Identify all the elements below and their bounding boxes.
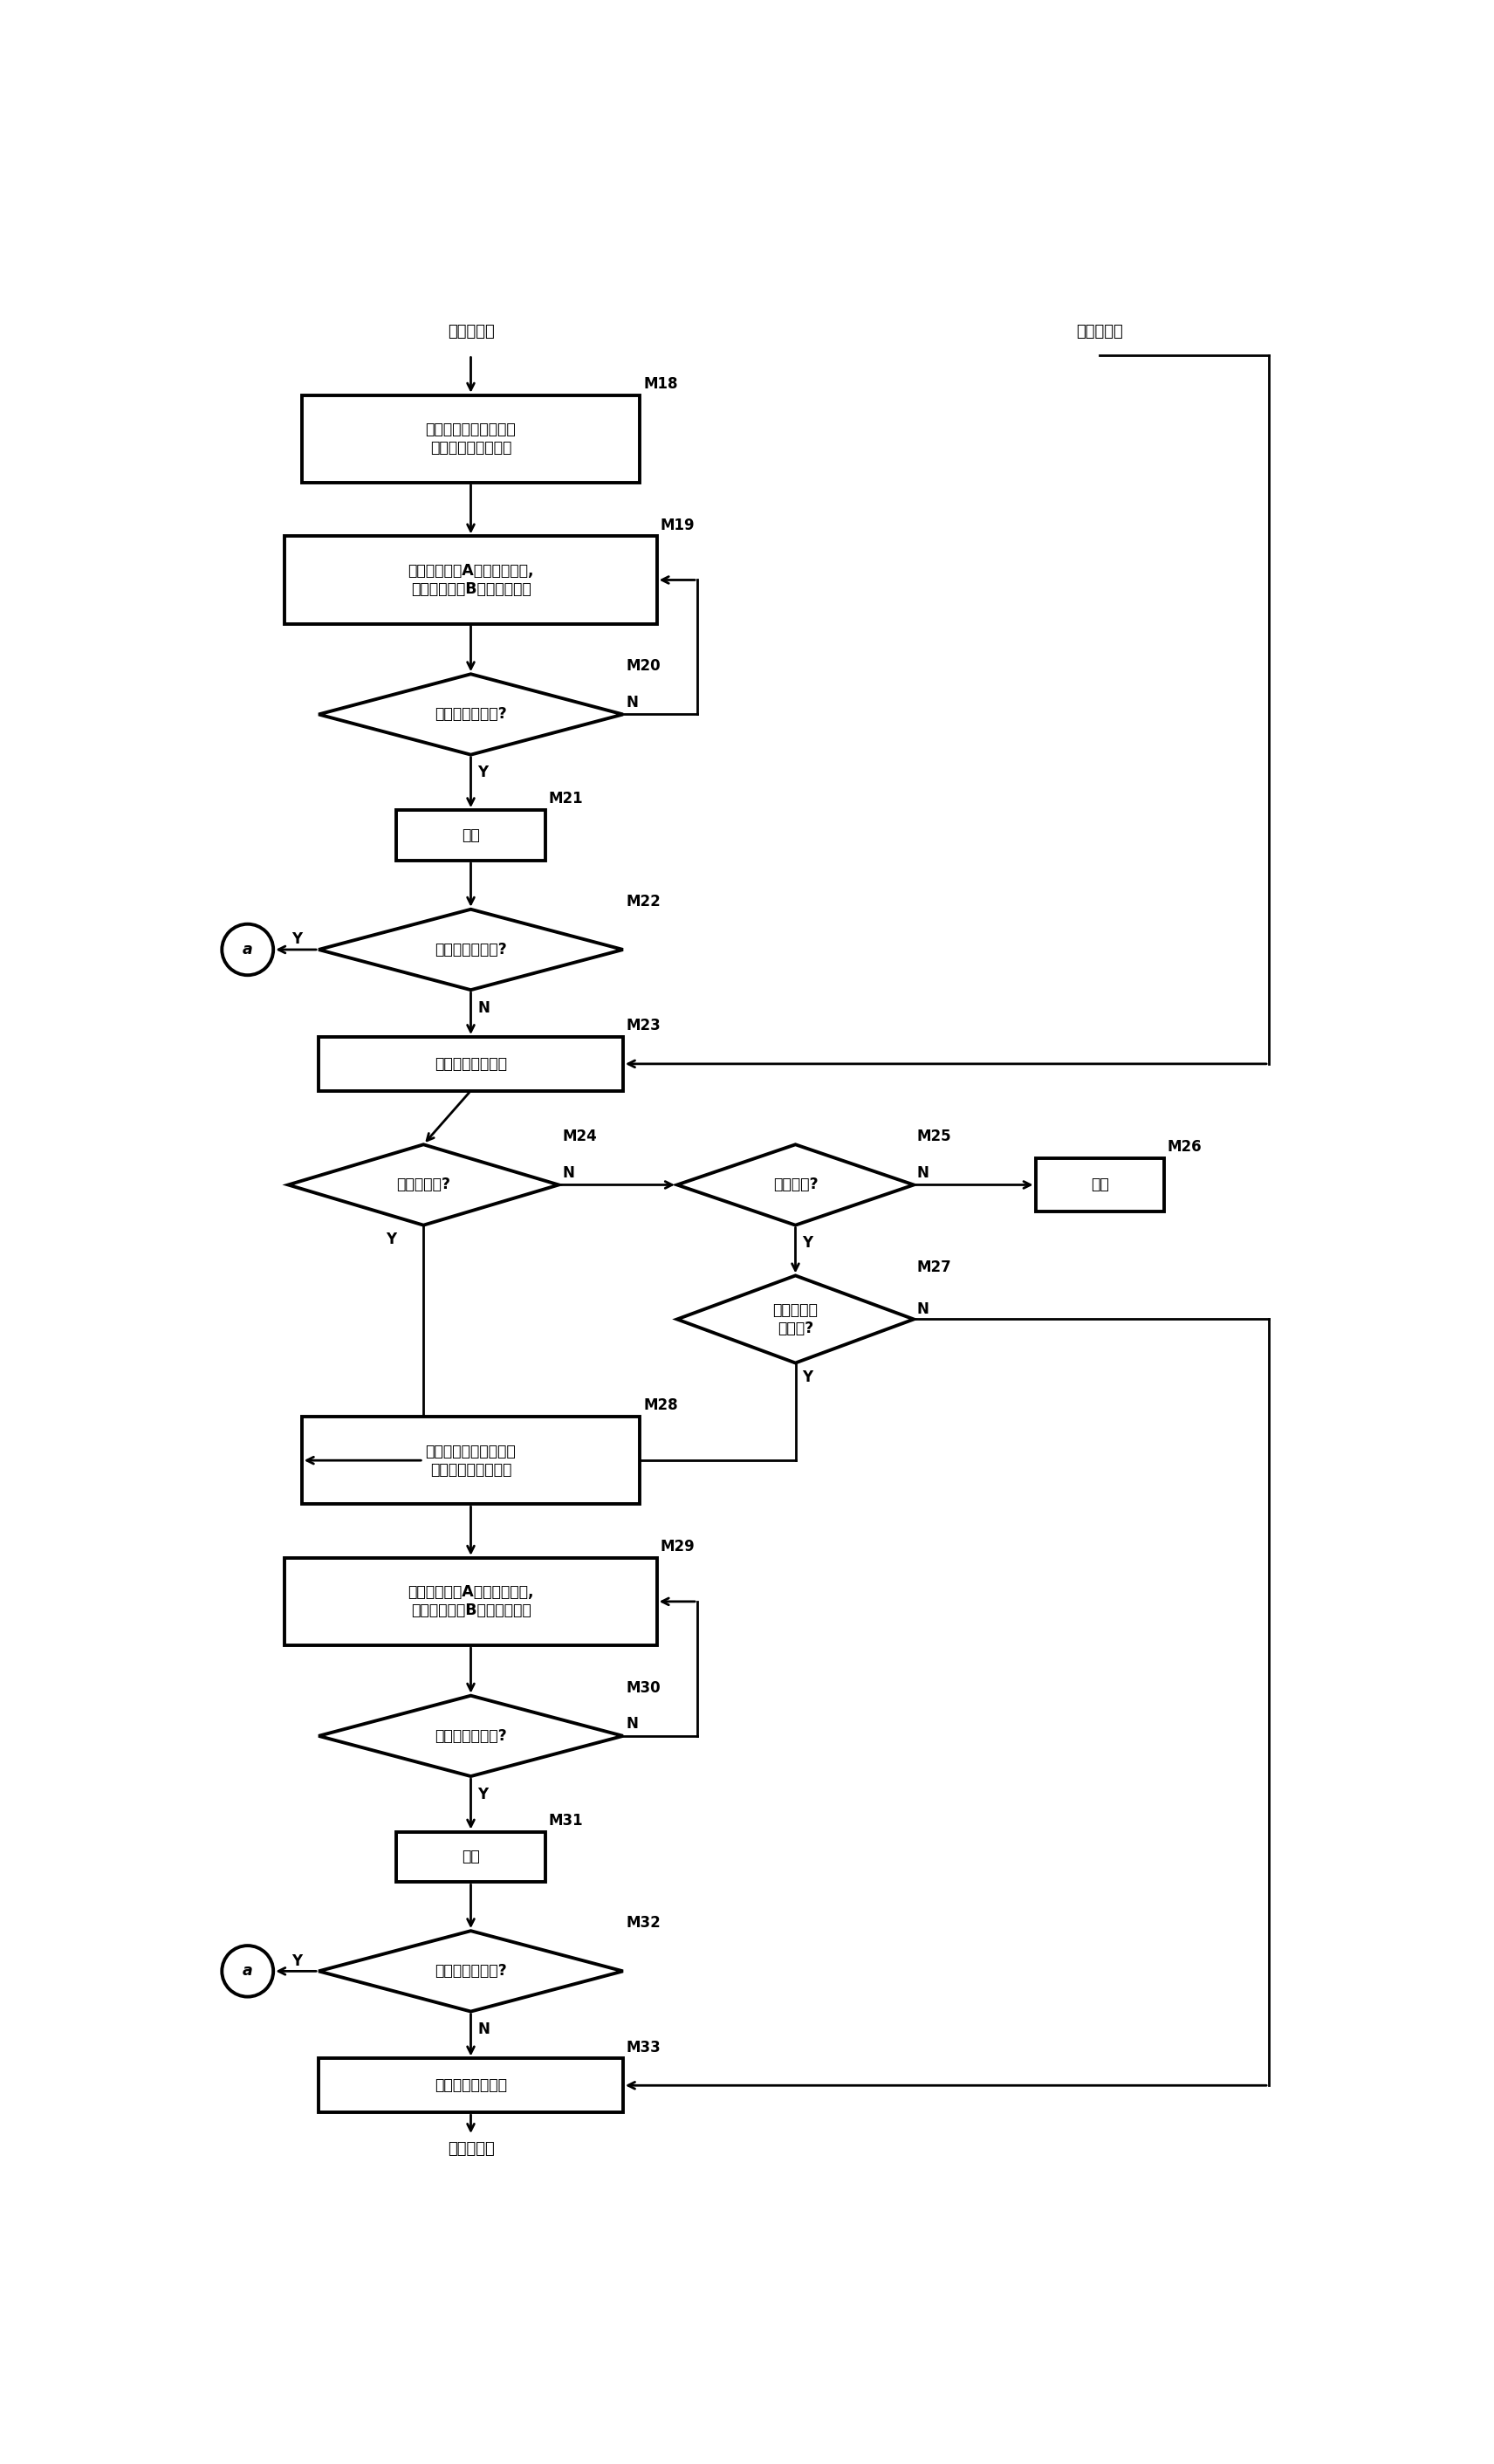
Polygon shape xyxy=(318,1695,623,1777)
Text: N: N xyxy=(562,1165,574,1180)
Text: N: N xyxy=(478,1000,490,1015)
Text: a: a xyxy=(242,941,252,958)
Text: 跳点研磨?: 跳点研磨? xyxy=(772,1178,817,1193)
Text: 已到设定研磨点?: 已到设定研磨点? xyxy=(435,941,506,958)
Polygon shape xyxy=(318,1932,623,2011)
Text: 已到设定研磨点?: 已到设定研磨点? xyxy=(435,1964,506,1979)
Text: 从第三研磨
点开始?: 从第三研磨 点开始? xyxy=(772,1303,819,1335)
Text: Y: Y xyxy=(291,1954,302,1969)
Text: 按第二研磨点A循环参数研磨,
按第二研磨点B循环参数研磨: 按第二研磨点A循环参数研磨, 按第二研磨点B循环参数研磨 xyxy=(408,564,533,596)
Text: M27: M27 xyxy=(917,1259,952,1276)
Text: 主动轮按给定参数转动
启动主－从偶合功能: 主动轮按给定参数转动 启动主－从偶合功能 xyxy=(426,421,515,456)
Text: Y: Y xyxy=(291,931,302,946)
Circle shape xyxy=(223,924,273,976)
Text: M19: M19 xyxy=(660,517,695,532)
Text: N: N xyxy=(626,695,638,710)
Text: 移动到第四跳跃点: 移动到第四跳跃点 xyxy=(435,2077,506,2094)
Text: 按顺序研磨?: 按顺序研磨? xyxy=(396,1178,451,1193)
Text: M20: M20 xyxy=(626,658,660,675)
Text: （接上页）: （接上页） xyxy=(1076,323,1123,340)
Text: M29: M29 xyxy=(660,1540,695,1555)
Text: Y: Y xyxy=(385,1232,396,1247)
Text: 移动到第三跳跃点: 移动到第三跳跃点 xyxy=(435,1057,506,1072)
Text: M23: M23 xyxy=(626,1018,660,1032)
Text: （接上页）: （接上页） xyxy=(447,323,495,340)
Polygon shape xyxy=(677,1143,914,1225)
Polygon shape xyxy=(677,1276,914,1363)
Text: Y: Y xyxy=(802,1370,813,1385)
FancyBboxPatch shape xyxy=(318,2057,623,2112)
FancyBboxPatch shape xyxy=(302,394,639,483)
Polygon shape xyxy=(318,675,623,754)
Text: 卸载: 卸载 xyxy=(462,828,480,843)
Text: （接下页）: （接下页） xyxy=(447,2141,495,2156)
Text: 主动轮按给定参数转动
启动主－从偶合功能: 主动轮按给定参数转动 启动主－从偶合功能 xyxy=(426,1444,515,1478)
Text: Y: Y xyxy=(478,1786,489,1801)
Text: a: a xyxy=(242,1964,252,1979)
Polygon shape xyxy=(318,909,623,991)
Text: M21: M21 xyxy=(548,791,583,806)
Text: N: N xyxy=(478,2020,490,2038)
FancyBboxPatch shape xyxy=(302,1417,639,1503)
FancyBboxPatch shape xyxy=(1035,1158,1164,1212)
Text: M31: M31 xyxy=(548,1814,583,1828)
Text: M24: M24 xyxy=(562,1129,596,1143)
FancyBboxPatch shape xyxy=(318,1037,623,1092)
Text: M18: M18 xyxy=(644,377,678,392)
Text: M32: M32 xyxy=(626,1915,660,1932)
Text: M30: M30 xyxy=(626,1680,660,1695)
Text: N: N xyxy=(626,1715,638,1732)
Text: 已到研磨循环值?: 已到研磨循环值? xyxy=(435,707,506,722)
FancyBboxPatch shape xyxy=(396,811,545,860)
Text: 卸载: 卸载 xyxy=(462,1848,480,1865)
Text: 报警: 报警 xyxy=(1091,1178,1109,1193)
Circle shape xyxy=(223,1947,273,1996)
FancyBboxPatch shape xyxy=(285,1557,657,1646)
Text: 按第三研磨点A循环参数研磨,
按第三研磨点B循环参数研磨: 按第三研磨点A循环参数研磨, 按第三研磨点B循环参数研磨 xyxy=(408,1584,533,1619)
Text: 已到研磨循环值?: 已到研磨循环值? xyxy=(435,1727,506,1745)
Text: Y: Y xyxy=(478,764,489,781)
Text: M28: M28 xyxy=(644,1397,678,1414)
Text: M25: M25 xyxy=(917,1129,952,1143)
FancyBboxPatch shape xyxy=(396,1831,545,1882)
FancyBboxPatch shape xyxy=(285,537,657,623)
Text: Y: Y xyxy=(802,1234,813,1252)
Text: M22: M22 xyxy=(626,894,660,909)
Text: M33: M33 xyxy=(626,2040,660,2055)
Polygon shape xyxy=(288,1143,559,1225)
Text: N: N xyxy=(917,1301,929,1318)
Text: N: N xyxy=(917,1165,929,1180)
Text: M26: M26 xyxy=(1167,1138,1203,1156)
